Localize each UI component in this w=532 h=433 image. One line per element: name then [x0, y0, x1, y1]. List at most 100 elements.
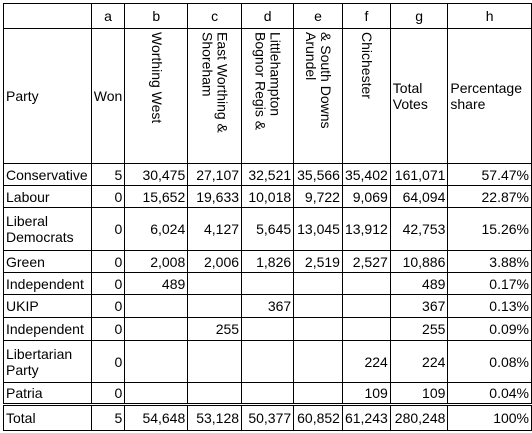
cell: 15,652 [124, 185, 189, 208]
cell: 224 [341, 340, 391, 383]
empty-cell [241, 340, 295, 383]
party-name: UKIP [3, 294, 92, 318]
party-name: Independent [3, 317, 92, 341]
label-line: & South Downs [318, 32, 335, 129]
party-name: Liberal Democrats [3, 207, 92, 251]
total-row: Total 5 54,648 53,128 50,377 60,852 61,243 280,… [3, 403, 532, 431]
data-row: Labour 0 15,652 19,633 10,018 9,722 9,069 64,09… [3, 185, 532, 208]
cell: 0 [90, 340, 126, 383]
label-line: Littlehampton [267, 32, 284, 117]
cell: 0 [90, 207, 126, 251]
cell: 4,127 [187, 207, 243, 251]
empty-cell [293, 340, 343, 383]
cell: 42,753 [389, 207, 449, 251]
empty-cell [293, 294, 343, 318]
column-letter: b [124, 3, 189, 29]
cell: 255 [187, 317, 243, 341]
empty-cell [124, 382, 189, 405]
cell: 27,107 [187, 163, 243, 186]
party-name: Green [3, 250, 92, 273]
cell: 161,071 [389, 163, 449, 186]
cell: 6,024 [124, 207, 189, 251]
data-row: Conservative 5 30,475 27,107 32,521 35,566 35,… [3, 163, 532, 186]
cell: 35,402 [341, 163, 391, 186]
cell: 224 [389, 340, 449, 383]
label-line: Bognor Regis & [252, 32, 269, 131]
label-line: East Worthing & [214, 32, 231, 133]
total-cell: 53,128 [187, 403, 243, 431]
cell: 2,527 [341, 250, 391, 273]
header-constituency: Bognor Regis & Littlehampton [241, 28, 295, 164]
empty-cell [187, 382, 243, 405]
party-name: Patria [3, 382, 92, 405]
label-line: Arundel [303, 32, 320, 81]
cell: 0 [90, 250, 126, 273]
empty-cell [293, 317, 343, 341]
header-constituency: Worthing West [124, 28, 189, 164]
cell: 0.17% [447, 272, 532, 295]
empty-cell [341, 317, 391, 341]
column-letter: d [241, 3, 295, 29]
corner-cell [3, 3, 92, 29]
cell: 19,633 [187, 185, 243, 208]
data-row: UKIP 0 367 367 0.13% [3, 294, 532, 318]
column-letter: h [447, 3, 532, 29]
empty-cell [187, 272, 243, 295]
total-cell: 280,248 [389, 403, 449, 431]
cell: 0 [90, 317, 126, 341]
header-party: Party [3, 28, 92, 164]
header-constituency: Arundel & South Downs [293, 28, 343, 164]
cell: 367 [241, 294, 295, 318]
total-cell: 100% [447, 403, 532, 431]
empty-cell [293, 382, 343, 405]
empty-cell [187, 294, 243, 318]
party-name: Libertarian Party [3, 340, 92, 383]
column-letter: e [293, 3, 343, 29]
label-line: Shoreham [199, 32, 216, 97]
cell: 30,475 [124, 163, 189, 186]
empty-cell [241, 272, 295, 295]
total-cell: 61,243 [341, 403, 391, 431]
total-cell: 50,377 [241, 403, 295, 431]
cell: 10,018 [241, 185, 295, 208]
header-share: Percentage share [447, 28, 532, 164]
header-total-votes: Total Votes [389, 28, 449, 164]
empty-cell [241, 382, 295, 405]
rotated-label: Bognor Regis & Littlehampton [243, 32, 292, 130]
cell: 109 [389, 382, 449, 405]
data-row: Green 0 2,008 2,006 1,826 2,519 2,527 10,886 3.8… [3, 250, 532, 273]
cell: 255 [389, 317, 449, 341]
column-letter: c [187, 3, 243, 29]
empty-cell [124, 340, 189, 383]
cell: 0 [90, 185, 126, 208]
cell: 2,006 [187, 250, 243, 273]
cell: 0 [90, 272, 126, 295]
total-cell: 5 [90, 403, 126, 431]
total-cell: 60,852 [293, 403, 343, 431]
empty-cell [341, 272, 391, 295]
column-letter: g [389, 3, 449, 29]
column-letter: f [341, 3, 391, 29]
party-name: Labour [3, 185, 92, 208]
results-table: a b c d e f g h Party Won Worthing West East Worthi… [3, 3, 532, 431]
cell: 367 [389, 294, 449, 318]
cell: 0.13% [447, 294, 532, 318]
header-constituency: Chichester [341, 28, 391, 164]
cell: 0 [90, 294, 126, 318]
cell: 0 [90, 382, 126, 405]
data-row: Libertarian Party 0 224 224 0.08% [3, 340, 532, 383]
rotated-label: Chichester [344, 32, 389, 99]
rotated-label: East Worthing & Shoreham [189, 32, 240, 133]
column-letter: a [90, 3, 126, 29]
data-row: Independent 0 489 489 0.17% [3, 272, 532, 295]
cell: 1,826 [241, 250, 295, 273]
data-row: Patria 0 109 109 0.04% [3, 382, 532, 405]
cell: 9,069 [341, 185, 391, 208]
cell: 3.88% [447, 250, 532, 273]
empty-cell [187, 340, 243, 383]
cell: 9,722 [293, 185, 343, 208]
cell: 5 [90, 163, 126, 186]
data-row: Liberal Democrats 0 6,024 4,127 5,645 13,045 1… [3, 207, 532, 251]
empty-cell [341, 294, 391, 318]
